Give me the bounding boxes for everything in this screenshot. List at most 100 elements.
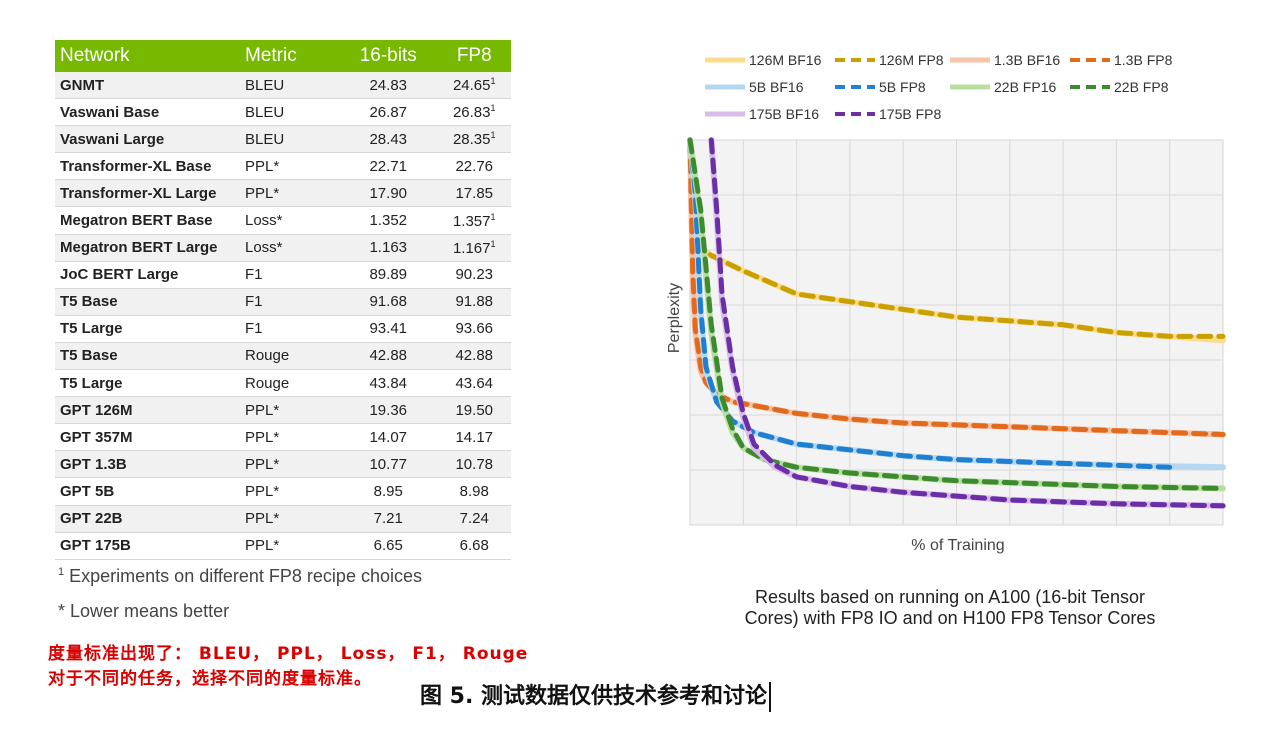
- legend-label: 5B FP8: [879, 79, 926, 95]
- cell-16bits: 24.83: [339, 72, 438, 100]
- cell-metric-value: Loss*: [245, 212, 283, 230]
- cell-fp8-value: 1.357: [452, 212, 491, 230]
- cell-16bits-value: 1.352: [369, 212, 408, 230]
- series-line-22b-fp8: [687, 137, 1226, 491]
- cell-fp8-value: 1.167: [452, 239, 491, 257]
- legend-label: 1.3B FP8: [1114, 52, 1173, 68]
- cell-network-value: T5 Large: [60, 374, 123, 392]
- cell-16bits-value: 7.21: [373, 510, 403, 528]
- cell-fp8: 43.64: [437, 369, 511, 398]
- cell-network: Megatron BERT Large: [55, 234, 240, 262]
- footnote-marker: 1: [490, 103, 496, 114]
- cell-16bits: 28.43: [339, 125, 438, 154]
- footnote-marker: 1: [490, 211, 496, 222]
- figure-caption: 图 5. 测试数据仅供技术参考和讨论: [420, 678, 771, 712]
- cell-fp8-value: 26.83: [452, 104, 491, 122]
- cell-fp8: 22.76: [437, 152, 511, 181]
- cell-metric: F1: [240, 261, 339, 289]
- cell-metric: PPL*: [240, 152, 339, 181]
- cell-network-value: Transformer-XL Base: [60, 157, 212, 175]
- cell-metric: Loss*: [240, 234, 339, 262]
- table-row: Transformer-XL Base PPL* 22.71 22.76: [55, 152, 511, 181]
- table-row: JoC BERT Large F1 89.89 90.23: [55, 261, 511, 289]
- cell-network-value: Vaswani Base: [60, 103, 160, 121]
- cell-network-value: T5 Large: [60, 320, 123, 338]
- table-row: Transformer-XL Large PPL* 17.90 17.85: [55, 179, 511, 208]
- cell-metric: PPL*: [240, 423, 339, 452]
- cell-16bits-value: 1.163: [369, 239, 408, 257]
- table-row: Vaswani Base BLEU 26.87 26.831: [55, 98, 511, 127]
- cell-fp8: 10.78: [437, 450, 511, 479]
- cell-16bits: 43.84: [339, 369, 438, 398]
- table-row: GPT 126M PPL* 19.36 19.50: [55, 396, 511, 425]
- footnote-recipe-text: Experiments on different FP8 recipe choi…: [69, 566, 422, 586]
- cell-fp8: 28.351: [437, 125, 511, 154]
- cell-metric-value: BLEU: [245, 76, 285, 94]
- cell-fp8-value: 42.88: [455, 347, 494, 365]
- cell-16bits: 1.352: [339, 206, 438, 235]
- cell-network: T5 Large: [55, 369, 240, 398]
- cell-network: T5 Large: [55, 315, 240, 343]
- cell-fp8: 42.88: [437, 342, 511, 371]
- cell-metric: Rouge: [240, 369, 339, 398]
- legend-label: 175B FP8: [879, 106, 941, 122]
- chart-note: Results based on running on A100 (16-bit…: [700, 587, 1200, 629]
- table-row: GPT 1.3B PPL* 10.77 10.78: [55, 450, 511, 479]
- table-body: GNMT BLEU 24.83 24.651 Vaswani Base BLEU 26.87…: [55, 72, 511, 560]
- cell-fp8-value: 43.64: [455, 374, 494, 392]
- cell-16bits: 91.68: [339, 288, 438, 316]
- cell-network: JoC BERT Large: [55, 261, 240, 289]
- cell-fp8: 1.1671: [437, 234, 511, 262]
- cell-network-value: Megatron BERT Base: [60, 212, 213, 230]
- cell-metric: PPL*: [240, 477, 339, 506]
- caption-text: 图 5. 测试数据仅供技术参考和讨论: [420, 684, 767, 709]
- cell-fp8-value: 91.88: [455, 293, 494, 311]
- cell-fp8-value: 14.17: [455, 428, 494, 446]
- cell-16bits-value: 42.88: [369, 347, 408, 365]
- header-network: Network: [55, 40, 240, 72]
- cell-16bits-value: 6.65: [373, 537, 403, 555]
- cell-network-value: GPT 5B: [60, 482, 115, 500]
- table-row: GPT 5B PPL* 8.95 8.98: [55, 477, 511, 506]
- footnote-marker: 1: [490, 76, 496, 87]
- legend-label: 22B FP16: [994, 79, 1056, 95]
- cell-fp8: 14.17: [437, 423, 511, 452]
- cell-network-value: Vaswani Large: [60, 130, 165, 148]
- table-row: GNMT BLEU 24.83 24.651: [55, 72, 511, 100]
- cell-metric-value: Rouge: [245, 347, 290, 365]
- cell-metric: PPL*: [240, 450, 339, 479]
- cell-fp8-value: 17.85: [455, 184, 494, 202]
- x-axis-label: % of Training: [911, 537, 1004, 554]
- cell-metric-value: Loss*: [245, 239, 283, 257]
- chart-note-line-1: Results based on running on A100 (16-bit…: [755, 587, 1145, 607]
- series-line-175b-fp8: [708, 137, 1226, 509]
- cell-network: GPT 126M: [55, 396, 240, 425]
- cell-fp8-value: 6.68: [459, 537, 489, 555]
- cell-16bits: 26.87: [339, 98, 438, 127]
- cell-network: Vaswani Base: [55, 98, 240, 127]
- cell-network-value: Megatron BERT Large: [60, 239, 218, 257]
- cell-network: Transformer-XL Base: [55, 152, 240, 181]
- cell-16bits: 7.21: [339, 505, 438, 533]
- table-header-row: Network Metric 16-bits FP8: [55, 40, 511, 72]
- cell-fp8: 1.3571: [437, 206, 511, 235]
- series-line-5b-fp8: [687, 137, 1173, 470]
- table-row: Vaswani Large BLEU 28.43 28.351: [55, 125, 511, 154]
- cell-metric-value: PPL*: [245, 455, 280, 473]
- table-row: GPT 357M PPL* 14.07 14.17: [55, 423, 511, 452]
- cell-network-value: GPT 126M: [60, 401, 133, 419]
- footnote-recipe: 1 Experiments on different FP8 recipe ch…: [58, 566, 422, 587]
- cell-fp8: 8.98: [437, 477, 511, 506]
- cell-fp8: 90.23: [437, 261, 511, 289]
- cell-network: T5 Base: [55, 288, 240, 316]
- cell-network: GNMT: [55, 72, 240, 100]
- cell-network-value: JoC BERT Large: [60, 266, 179, 284]
- cell-metric-value: PPL*: [245, 157, 280, 175]
- cell-fp8: 93.66: [437, 315, 511, 343]
- cell-16bits: 6.65: [339, 532, 438, 560]
- cell-16bits: 19.36: [339, 396, 438, 425]
- annotation-line-1: 度量标准出现了： BLEU， PPL， Loss， F1， Rouge: [48, 644, 529, 664]
- table-row: T5 Large Rouge 43.84 43.64: [55, 369, 511, 398]
- header-16bits: 16-bits: [339, 40, 438, 72]
- chart-lines: [687, 137, 1226, 509]
